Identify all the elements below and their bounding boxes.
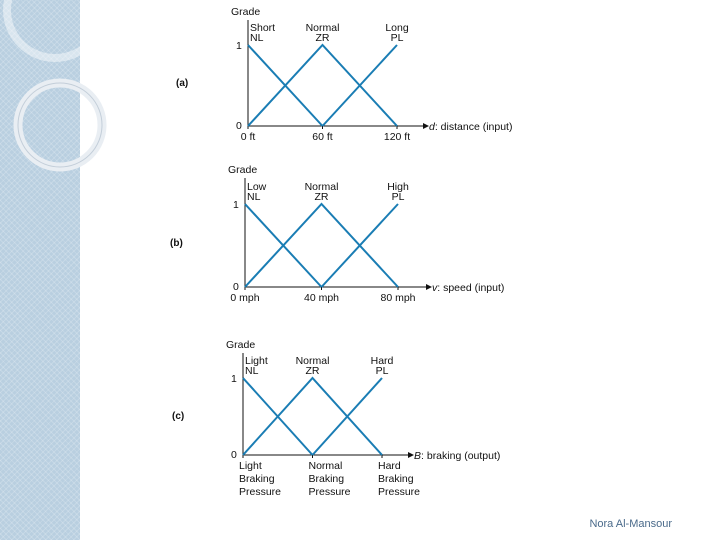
x-tick-label: 0 mph <box>230 292 259 304</box>
series-code: ZR <box>316 32 330 44</box>
series-label: Normal <box>296 355 330 367</box>
series-code: NL <box>250 32 264 44</box>
x-axis-label: d: distance (input) <box>429 121 512 133</box>
y-axis-label: Grade <box>226 339 255 351</box>
panel-label-a: (a) <box>176 78 189 89</box>
x-axis-arrow <box>408 452 414 458</box>
x-axis-arrow <box>423 123 429 129</box>
series-code: ZR <box>306 365 320 377</box>
series-label: Light <box>245 355 268 367</box>
x-axis-label: v: speed (input) <box>432 282 504 294</box>
series-code: PL <box>392 191 405 203</box>
series-code: ZR <box>315 191 329 203</box>
x-tick-label: Normal <box>309 460 343 472</box>
x-tick-label: Braking <box>309 473 345 485</box>
series-label: Normal <box>305 181 339 193</box>
y-tick-label: 0 <box>233 281 239 293</box>
x-axis-arrow <box>426 284 432 290</box>
membership-line-zr <box>244 202 399 288</box>
x-tick-label: 0 ft <box>241 131 256 143</box>
panel-label-c: (c) <box>172 411 185 422</box>
y-tick-label: 1 <box>233 199 239 211</box>
series-label: Low <box>247 181 267 193</box>
x-axis-label: B: braking (output) <box>414 450 500 462</box>
x-tick-label: Braking <box>378 473 414 485</box>
x-tick-label: 60 ft <box>312 131 333 143</box>
x-tick-label: 80 mph <box>380 292 415 304</box>
series-label: Long <box>385 22 409 34</box>
membership-line-zr <box>247 43 398 127</box>
series-label: High <box>387 181 409 193</box>
membership-line-pl <box>321 44 398 127</box>
x-tick-label: Pressure <box>378 486 420 498</box>
x-tick-label: 120 ft <box>384 131 410 143</box>
series-code: NL <box>245 365 259 377</box>
x-tick-label: Pressure <box>309 486 351 498</box>
series-label: Normal <box>306 22 340 34</box>
footer-author: Nora Al-Mansour <box>589 518 672 530</box>
y-tick-label: 1 <box>236 40 242 52</box>
y-tick-label: 1 <box>231 373 237 385</box>
series-label: Short <box>250 22 275 34</box>
x-tick-label: Light <box>239 460 262 472</box>
membership-line-pl <box>311 377 383 456</box>
y-tick-label: 0 <box>236 120 242 132</box>
x-tick-label: Hard <box>378 460 401 472</box>
membership-line-pl <box>320 203 399 288</box>
y-axis-label: Grade <box>231 6 260 18</box>
panel-label-b: (b) <box>170 238 183 249</box>
series-code: PL <box>376 365 389 377</box>
x-tick-label: 40 mph <box>304 292 339 304</box>
series-label: Hard <box>371 355 394 367</box>
y-axis-label: Grade <box>228 164 257 176</box>
x-tick-label: Pressure <box>239 486 281 498</box>
series-code: NL <box>247 191 261 203</box>
series-code: PL <box>391 32 404 44</box>
membership-line-zr <box>242 376 383 456</box>
decorative-rings <box>3 0 107 172</box>
y-tick-label: 0 <box>231 449 237 461</box>
x-tick-label: Braking <box>239 473 275 485</box>
